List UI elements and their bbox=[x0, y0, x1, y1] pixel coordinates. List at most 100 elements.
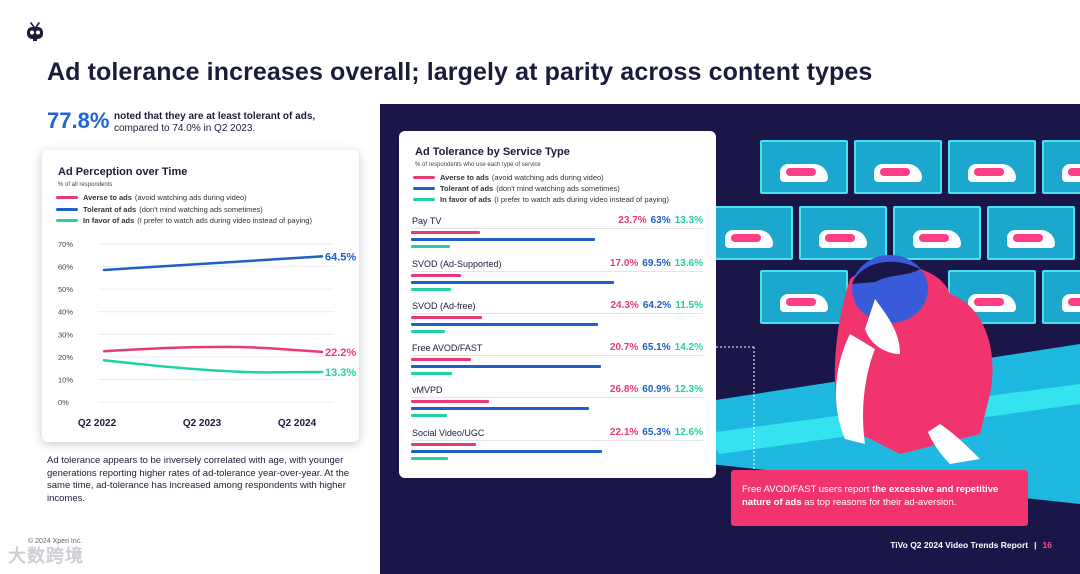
bar-averse bbox=[411, 274, 461, 277]
data-label-tolerant: 64.5% bbox=[325, 251, 356, 263]
bar-track bbox=[411, 397, 703, 398]
legend-averse: Averse to ads (avoid watching ads during… bbox=[413, 173, 604, 182]
bar-averse bbox=[411, 358, 472, 361]
legend-tolerant-swatch bbox=[413, 187, 435, 190]
service-row: SVOD (Ad-Supported) 17.0% 69.5% 13.6% bbox=[411, 258, 703, 301]
x-tick-label: Q2 2023 bbox=[183, 418, 222, 429]
page-title: Ad tolerance increases overall; largely … bbox=[47, 58, 873, 86]
bar-tolerant bbox=[411, 365, 602, 368]
legend-favor-desc: (I prefer to watch ads during video inst… bbox=[137, 216, 312, 225]
data-label-averse: 24.3% bbox=[610, 300, 639, 311]
service-row: Social Video/UGC 22.1% 65.3% 12.6% bbox=[411, 427, 703, 470]
callout-text: Free AVOD/FAST users report the excessiv… bbox=[742, 483, 1022, 509]
ad-perception-line-chart: 0% 10% 20% 30% 40% 50% 60% 70% Q2 2022 Q2 2023 Q2 … bbox=[58, 240, 356, 429]
data-label-favor: 12.3% bbox=[674, 384, 703, 395]
service-values: 24.3% 64.2% 11.5% bbox=[606, 300, 703, 311]
bar-tolerant bbox=[411, 323, 599, 326]
service-values: 20.7% 65.1% 14.2% bbox=[606, 342, 703, 353]
data-label-averse: 22.2% bbox=[325, 347, 356, 359]
ad-screen-icon bbox=[854, 140, 942, 194]
legend-favor-label: In favor of ads bbox=[440, 195, 492, 204]
ad-screen-icon bbox=[987, 206, 1075, 260]
service-type-card: Ad Tolerance by Service Type % of respon… bbox=[399, 131, 716, 478]
bar-track bbox=[411, 355, 703, 356]
series-line-tolerant bbox=[102, 255, 324, 272]
bar-favor bbox=[411, 457, 448, 460]
legend-favor-desc: (I prefer to watch ads during video inst… bbox=[494, 195, 669, 204]
bar-track bbox=[411, 313, 703, 314]
bar-averse bbox=[411, 316, 482, 319]
ad-screen-icon bbox=[705, 206, 793, 260]
y-tick-label: 40% bbox=[58, 308, 73, 317]
callout-box: Free AVOD/FAST users report the excessiv… bbox=[731, 470, 1028, 526]
legend-favor: In favor of ads (I prefer to watch ads d… bbox=[413, 195, 669, 204]
bar-track bbox=[411, 228, 703, 229]
watermark: 大数跨境 bbox=[8, 546, 84, 566]
legend-averse-label: Averse to ads bbox=[83, 193, 132, 202]
legend-favor-swatch bbox=[413, 198, 435, 201]
data-label-averse: 17.0% bbox=[609, 258, 639, 269]
data-label-favor: 12.6% bbox=[674, 427, 703, 438]
data-label-favor: 13.3% bbox=[325, 367, 356, 379]
service-values: 22.1% 65.3% 12.6% bbox=[606, 427, 703, 438]
service-row: SVOD (Ad-free) 24.3% 64.2% 11.5% bbox=[411, 300, 703, 343]
legend-averse: Averse to ads (avoid watching ads during… bbox=[56, 193, 247, 202]
legend-tolerant-label: Tolerant of ads bbox=[83, 205, 137, 214]
ad-screen-icon bbox=[799, 206, 887, 260]
tivo-logo-icon bbox=[27, 22, 43, 41]
bar-averse bbox=[411, 400, 490, 403]
footer-report: TiVo Q2 2024 Video Trends Report bbox=[890, 540, 1029, 550]
x-tick-label: Q2 2024 bbox=[278, 418, 317, 429]
bar-averse bbox=[411, 231, 481, 234]
data-label-favor: 13.3% bbox=[674, 215, 703, 226]
bar-chart-title: Ad Tolerance by Service Type bbox=[415, 146, 570, 158]
bar-averse bbox=[411, 443, 476, 446]
bar-tolerant bbox=[411, 407, 589, 410]
stat-value: 77.8% bbox=[47, 108, 110, 133]
footer-separator: | bbox=[1034, 540, 1037, 550]
stat-text-rest: compared to 74.0% in Q2 2023. bbox=[114, 123, 256, 134]
legend-averse-label: Averse to ads bbox=[440, 173, 489, 182]
service-row: Free AVOD/FAST 20.7% 65.1% 14.2% bbox=[411, 342, 703, 385]
bar-chart-subtitle: % of respondents who use each type of se… bbox=[415, 162, 541, 168]
y-tick-label: 20% bbox=[58, 353, 73, 362]
ad-screen-icon bbox=[1042, 140, 1080, 194]
service-values: 23.7% 63% 13.3% bbox=[614, 215, 703, 226]
bar-track bbox=[411, 271, 703, 272]
service-name: Social Video/UGC bbox=[412, 428, 485, 438]
bar-favor bbox=[411, 245, 450, 248]
legend-averse-desc: (avoid watching ads during video) bbox=[491, 173, 604, 182]
line-chart-subtitle: % of all respondents bbox=[58, 182, 113, 188]
legend-tolerant-desc: (don't mind watching ads sometimes) bbox=[139, 205, 263, 214]
legend-favor: In favor of ads (I prefer to watch ads d… bbox=[56, 216, 312, 225]
legend-averse-swatch bbox=[413, 176, 435, 179]
service-name: SVOD (Ad-free) bbox=[412, 301, 476, 311]
legend-tolerant-desc: (don't mind watching ads sometimes) bbox=[496, 184, 620, 193]
body-text: Ad tolerance appears to be inversely cor… bbox=[47, 455, 350, 504]
bar-favor bbox=[411, 330, 445, 333]
y-tick-label: 50% bbox=[58, 285, 73, 294]
bar-favor bbox=[411, 372, 453, 375]
y-tick-label: 70% bbox=[58, 240, 73, 249]
data-label-tolerant: 65.1% bbox=[642, 342, 671, 353]
data-label-averse: 22.1% bbox=[609, 427, 639, 438]
service-row: Pay TV 23.7% 63% 13.3% bbox=[411, 215, 703, 258]
bar-tolerant bbox=[411, 450, 602, 453]
data-label-favor: 14.2% bbox=[674, 342, 703, 353]
data-label-tolerant: 69.5% bbox=[642, 258, 671, 269]
legend-averse-swatch bbox=[56, 196, 78, 199]
legend-tolerant-swatch bbox=[56, 208, 78, 211]
data-label-favor: 13.6% bbox=[674, 258, 703, 269]
frustrated-person-illustration bbox=[690, 255, 1080, 504]
data-label-favor: 11.5% bbox=[675, 300, 703, 311]
legend-tolerant-label: Tolerant of ads bbox=[440, 184, 494, 193]
legend-favor-swatch bbox=[56, 219, 78, 222]
legend-favor-label: In favor of ads bbox=[83, 216, 135, 225]
service-name: Pay TV bbox=[412, 216, 442, 226]
copyright: © 2024 Xperi Inc. bbox=[28, 538, 83, 545]
bar-track bbox=[411, 440, 703, 441]
data-label-tolerant: 65.3% bbox=[642, 427, 671, 438]
line-chart-title: Ad Perception over Time bbox=[58, 166, 188, 178]
service-name: SVOD (Ad-Supported) bbox=[412, 259, 502, 269]
data-label-averse: 26.8% bbox=[609, 384, 639, 395]
